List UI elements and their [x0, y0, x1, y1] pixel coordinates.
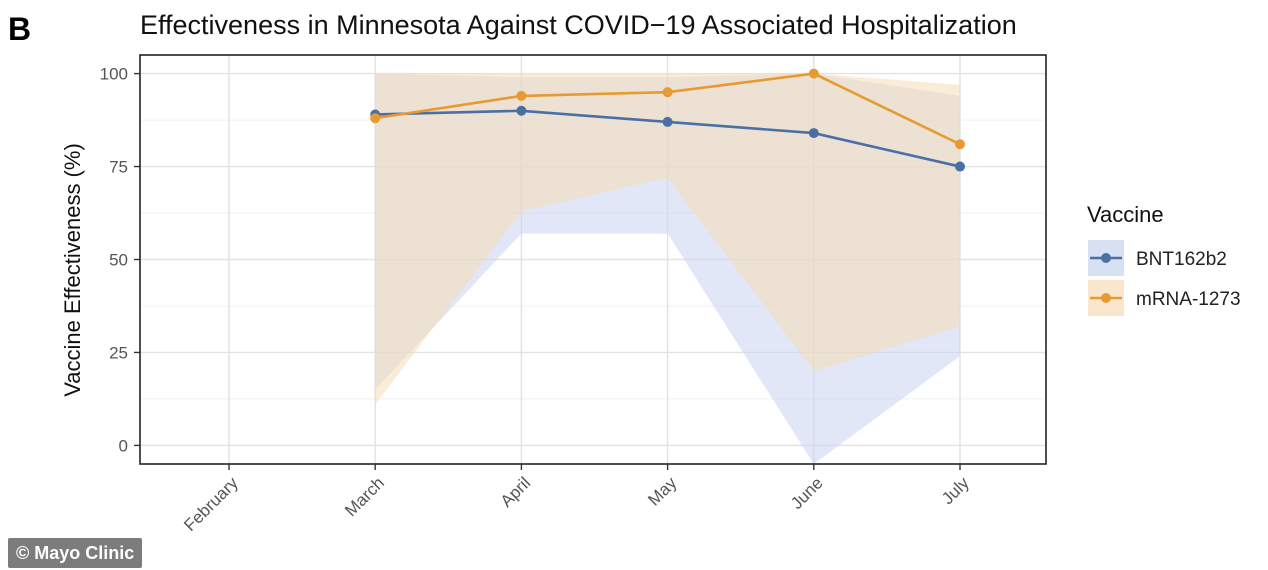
data-point-bnt162b2	[808, 128, 819, 139]
legend-point-mrna-1273	[1101, 293, 1111, 303]
data-point-mrna-1273	[516, 90, 527, 101]
data-point-bnt162b2	[955, 161, 965, 172]
data-point-mrna-1273	[662, 87, 673, 98]
legend: Vaccine BNT162b2 mRNA-1273	[1087, 202, 1241, 316]
y-axis-label: Vaccine Effectiveness (%)	[60, 143, 85, 397]
legend-title: Vaccine	[1087, 202, 1164, 227]
y-tick-label: 50	[109, 251, 128, 270]
x-tick-label: July	[938, 473, 973, 508]
plot-area: 0 25 50 75 100 February March April May June July	[100, 54, 1047, 535]
legend-label: mRNA-1273	[1136, 289, 1241, 310]
data-point-bnt162b2	[662, 116, 673, 127]
chart-title: Effectiveness in Minnesota Against COVID…	[140, 10, 1017, 40]
copyright-badge: © Mayo Clinic	[8, 538, 143, 568]
x-tick-label: February	[180, 473, 242, 535]
data-point-mrna-1273	[370, 113, 381, 124]
data-point-mrna-1273	[808, 68, 819, 79]
legend-point-bnt162b2	[1101, 253, 1111, 263]
confidence-band-mrna-1273	[375, 73, 960, 405]
panel-letter: B	[8, 11, 31, 47]
y-tick-label: 100	[100, 65, 128, 84]
x-tick-label: March	[341, 473, 388, 520]
data-point-bnt162b2	[516, 105, 527, 116]
x-tick-label: June	[787, 473, 827, 513]
y-tick-label: 75	[109, 158, 128, 177]
y-tick-label: 25	[109, 343, 128, 362]
data-point-mrna-1273	[955, 139, 965, 150]
legend-label: BNT162b2	[1136, 249, 1227, 270]
x-tick-label: April	[497, 473, 534, 510]
x-tick-label: May	[644, 473, 680, 509]
y-tick-label: 0	[119, 436, 128, 455]
